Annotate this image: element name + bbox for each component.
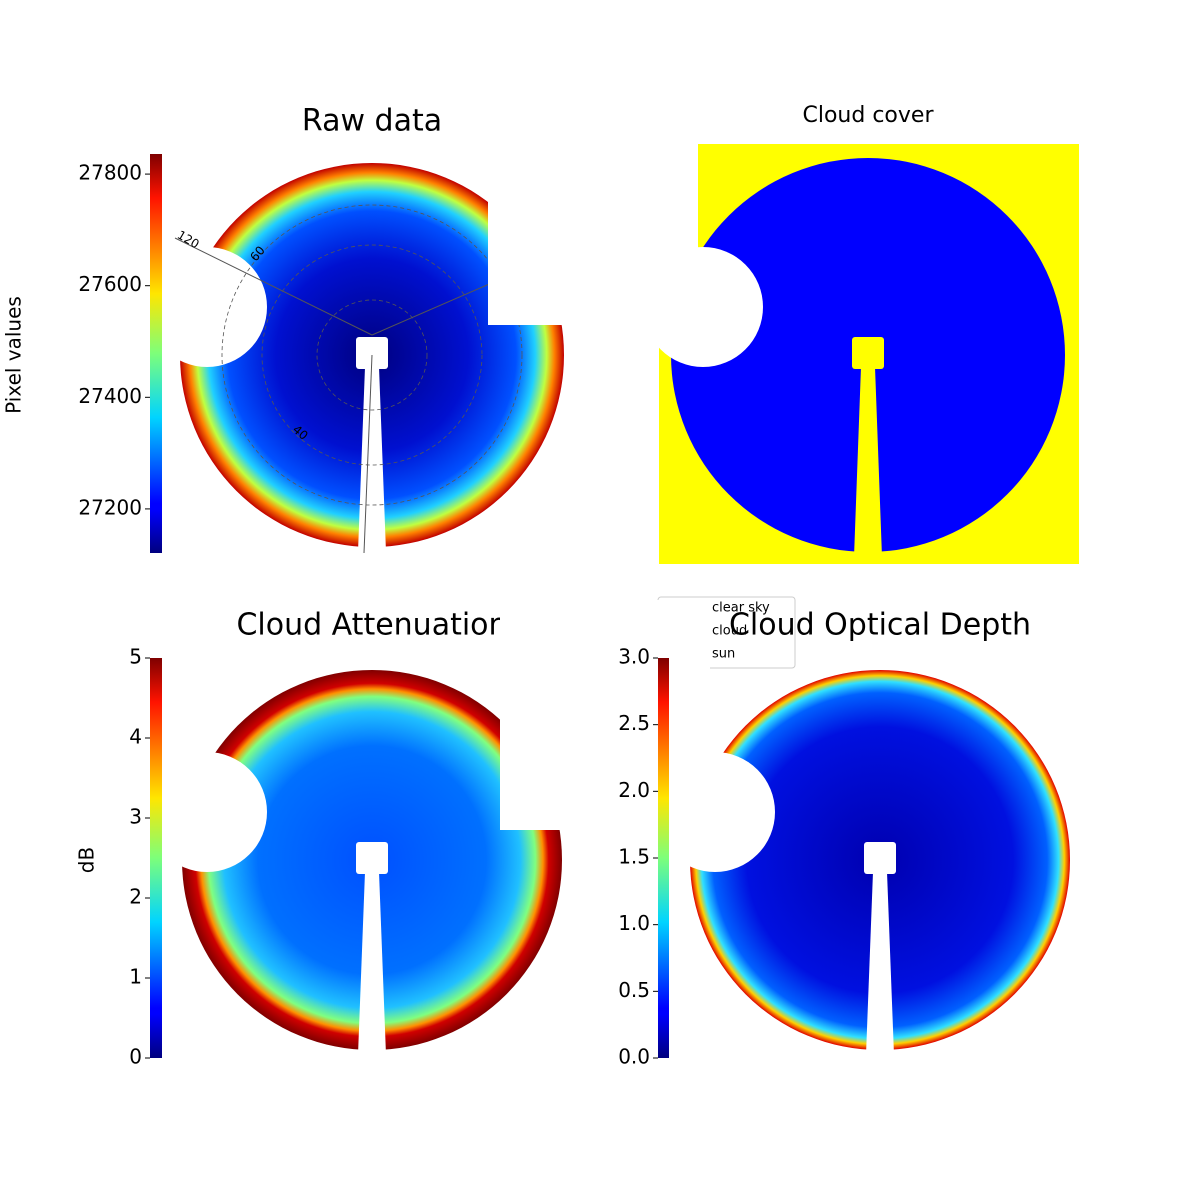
legend-label: cloud	[712, 624, 747, 639]
mast-head	[356, 842, 388, 874]
polar-grid	[221, 204, 523, 506]
colorbar-tick-label: 27400	[78, 384, 142, 408]
colorbar	[658, 658, 669, 1058]
colorbar-tick-label: 2.5	[618, 711, 650, 735]
colorbar-tick-label: 0.0	[618, 1045, 650, 1069]
colorbar-tick-label: 0	[129, 1045, 142, 1069]
mast-head	[864, 842, 896, 874]
obstruction	[500, 600, 710, 830]
obstruction	[488, 95, 698, 325]
obstruction	[0, 95, 202, 325]
colorbar-tick-label: 3.0	[618, 645, 650, 669]
mast	[358, 872, 386, 1055]
colorbar-tick-label: 2.0	[618, 778, 650, 802]
panel: Cloud Attenuation 0 1 2 3 4 5 dB	[0, 600, 562, 1069]
colorbar-tick-label: 0.5	[618, 978, 650, 1002]
colorbar-tick-label: 2	[129, 885, 142, 909]
image	[0, 600, 562, 1055]
colorbar-label: Pixel values	[2, 296, 26, 414]
colorbar-tick-label: 4	[129, 725, 142, 749]
panel: Cloud cover clear sky cloud sun	[488, 95, 1079, 669]
mast-head	[852, 337, 884, 369]
colorbar-tick-label: 1.5	[618, 845, 650, 869]
legend-label: clear sky	[712, 601, 770, 616]
mast	[854, 367, 882, 557]
colorbar-label: dB	[75, 847, 99, 873]
colorbar-tick-label: 27800	[78, 161, 142, 185]
panel: Raw data120602404027200274002760027800Pi…	[0, 95, 573, 554]
colorbar-tick-label: 1	[129, 965, 142, 989]
panel-title: Cloud Optical Depth	[729, 608, 1031, 643]
polar-axis	[363, 354, 373, 554]
polar-grid	[316, 299, 428, 411]
panel-title: Cloud Attenuation	[236, 608, 507, 643]
polar-grid	[261, 244, 483, 466]
panel-title: Cloud cover	[803, 103, 935, 128]
colorbar-tick-label: 27600	[78, 272, 142, 296]
mast	[866, 872, 894, 1055]
panel: Cloud Optical Depth 0.0 0.5 1.0 1.5 2.0 2.5 3.0	[500, 600, 1070, 1069]
legend-label: sun	[712, 647, 735, 662]
polar-axis	[174, 237, 373, 336]
image	[488, 95, 1079, 564]
colorbar	[150, 154, 162, 553]
panel-title: Raw data	[302, 104, 442, 139]
mast	[358, 367, 386, 552]
colorbar-tick-label: 5	[129, 645, 142, 669]
colorbar-tick-label: 27200	[78, 495, 142, 519]
mast-head	[356, 337, 388, 369]
obstruction	[0, 600, 202, 830]
image	[500, 600, 1070, 1055]
colorbar-tick-label: 3	[129, 805, 142, 829]
colorbar-tick-label: 1.0	[618, 911, 650, 935]
colorbar	[150, 658, 162, 1058]
